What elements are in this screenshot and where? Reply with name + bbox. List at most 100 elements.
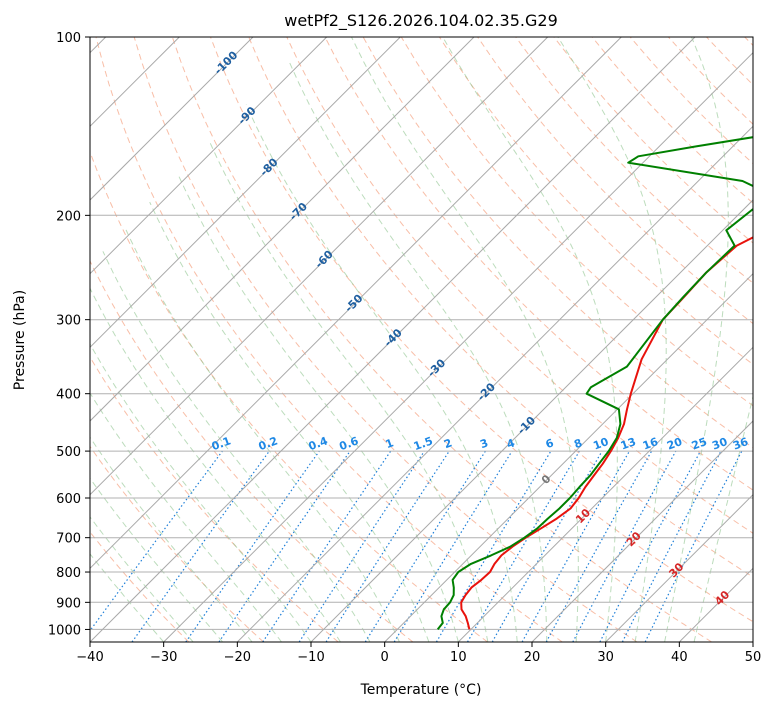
isotherm-line	[90, 37, 549, 496]
isotherm-line	[384, 272, 753, 642]
isotherm-line	[163, 51, 753, 642]
mixing-ratio-line	[545, 450, 653, 642]
moist-adiabat-line	[442, 37, 618, 642]
mixing-ratio-label: 20	[665, 435, 684, 453]
temperature-profile-line	[460, 236, 753, 630]
mixing-ratio-label: 0.6	[338, 434, 361, 453]
mixing-ratio-label: 25	[690, 435, 709, 452]
dewpoint-profile-line	[436, 136, 753, 631]
x-tick-label: 30	[597, 650, 614, 665]
isotherm-line	[90, 37, 622, 570]
mixing-ratio-label: 8	[572, 436, 584, 451]
x-tick-label: 10	[450, 650, 467, 665]
mixing-ratio-label: 0.2	[257, 434, 280, 453]
x-tick-label: 50	[745, 650, 762, 665]
y-axis-ticks: 100 200 300 400 500 600 700 800 900 1000	[48, 31, 90, 638]
mixing-ratio-line	[262, 450, 392, 642]
dry-adiabat-line	[133, 37, 638, 642]
isotherm-line	[90, 37, 254, 201]
y-tick-label: 300	[56, 314, 81, 329]
y-tick-label: 700	[56, 532, 81, 547]
y-tick-label: 500	[56, 445, 81, 460]
isotherm-line	[90, 37, 328, 275]
isotherm-line	[752, 641, 753, 642]
dry-adiabats	[90, 37, 753, 642]
dry-adiabat-line	[324, 37, 753, 491]
moist-adiabat-line	[693, 394, 753, 642]
mixing-ratio-label: 2	[442, 436, 454, 451]
y-tick-label: 200	[56, 209, 81, 224]
mixing-ratio-line	[521, 450, 631, 642]
isotherm-line	[90, 37, 475, 422]
y-tick-label: 1000	[48, 623, 81, 638]
plot-frame	[89, 36, 754, 643]
moist-adiabat-line	[149, 201, 430, 642]
dry-adiabat-line	[95, 37, 563, 642]
isotherm-line	[90, 37, 696, 642]
isotherm-line	[457, 346, 753, 642]
mixing-ratio-label: 10	[591, 435, 610, 453]
isotherm-gridlines	[90, 37, 753, 642]
mixing-ratio-line	[644, 450, 743, 642]
moist-adiabat-line	[102, 251, 371, 642]
x-tick-label: 0	[381, 650, 389, 665]
mixing-ratio-label: 3	[478, 436, 490, 451]
dry-adiabat-line	[171, 37, 712, 642]
mixing-ratio-label: 16	[641, 435, 660, 453]
mixing-ratio-line	[298, 450, 425, 642]
x-axis-label: Temperature (°C)	[360, 682, 482, 698]
mixing-ratio-label: 30	[710, 435, 729, 453]
y-axis-label: Pressure (hPa)	[12, 290, 28, 390]
y-tick-label: 800	[56, 566, 81, 581]
mixing-ratio-line	[325, 450, 450, 642]
moist-adiabat-line	[90, 477, 223, 642]
x-axis-ticks: −40 −30 −20 −10 0 10 20 30 40 50	[76, 642, 761, 665]
mixing-ratio-line	[572, 450, 677, 642]
isotherm-line	[310, 199, 753, 642]
moist-adiabat-line	[664, 37, 729, 642]
mixing-ratio-line	[218, 450, 351, 642]
mixing-ratio-label: 1.5	[412, 434, 435, 453]
moist-adiabat-line	[557, 37, 667, 642]
dry-adiabat-line	[90, 445, 264, 642]
isobar-gridlines	[90, 37, 753, 630]
mixing-ratio-label: 0.4	[307, 434, 330, 453]
y-tick-label: 900	[56, 596, 81, 611]
dry-adiabat-line	[248, 37, 753, 578]
moist-adiabat-line	[288, 61, 548, 642]
x-tick-label: 20	[524, 650, 541, 665]
mixing-ratio-label: 13	[619, 435, 638, 452]
y-tick-label: 400	[56, 388, 81, 403]
moist-adiabat-line	[177, 173, 459, 642]
moist-adiabat-line	[90, 436, 253, 642]
mixing-ratio-label: 1	[384, 436, 396, 451]
moist-adiabat-line	[245, 104, 518, 642]
x-tick-label: −40	[76, 650, 103, 665]
mixing-ratio-lines	[90, 450, 743, 642]
dry-adiabat-line	[210, 37, 753, 623]
x-tick-label: −20	[224, 650, 251, 665]
x-tick-label: 40	[671, 650, 688, 665]
mixing-ratio-label: 36	[731, 435, 750, 453]
isotherm-line	[605, 493, 753, 642]
isotherm-line	[90, 37, 401, 349]
plot-background	[90, 37, 753, 642]
mixing-ratio-line	[131, 450, 270, 642]
mixing-ratio-line	[393, 450, 513, 642]
dry-adiabat-line	[90, 259, 414, 642]
dry-adiabat-line	[90, 356, 339, 642]
mixing-ratio-line	[90, 450, 223, 632]
chart-title: wetPf2_S126.2026.104.02.35.G29	[284, 11, 558, 31]
x-tick-label: −30	[150, 650, 177, 665]
plot-area: 0.1 0.2 0.4 0.6 1 1.5 2 3 4 6 8 10 13 16 20 25 30 36-100-…	[90, 37, 753, 642]
y-tick-label: 100	[56, 31, 81, 46]
isotherm-line	[531, 420, 753, 642]
dry-adiabat-line	[286, 37, 753, 534]
mixing-ratio-label: 0.1	[210, 434, 233, 453]
mixing-ratio-line	[185, 450, 320, 642]
isotherm-line	[236, 125, 753, 642]
moist-adiabat-line	[124, 227, 400, 642]
moist-adiabat-line	[351, 37, 579, 642]
x-tick-label: −10	[297, 650, 324, 665]
